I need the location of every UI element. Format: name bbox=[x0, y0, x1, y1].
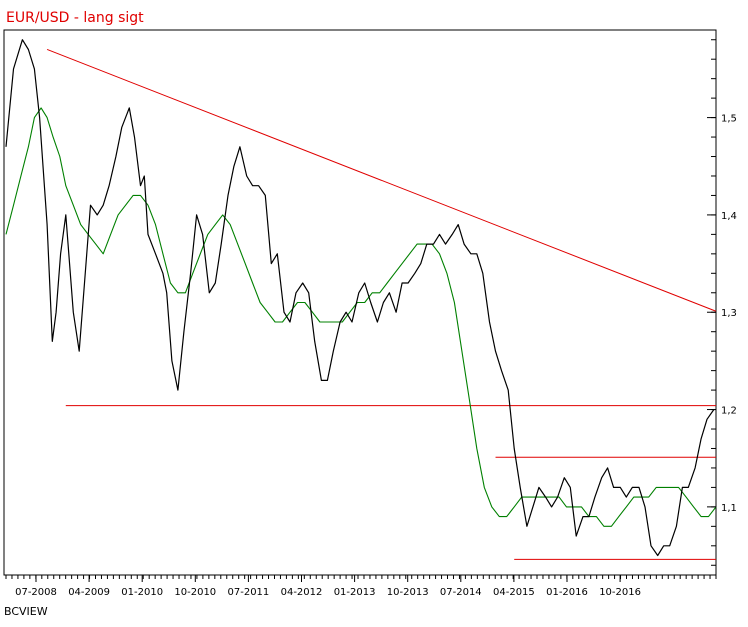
y-tick-label: 1,1 bbox=[721, 503, 737, 514]
x-tick-label: 04-2012 bbox=[281, 587, 323, 598]
price-layer bbox=[5, 39, 715, 557]
y-tick-label: 1,3 bbox=[721, 308, 737, 319]
y-tick-label: 1,4 bbox=[721, 211, 737, 222]
x-tick-label: 07-2011 bbox=[228, 587, 270, 598]
x-tick-label: 10-2016 bbox=[599, 587, 641, 598]
x-tick-label: 04-2015 bbox=[493, 587, 535, 598]
x-tick-label: 07-2008 bbox=[15, 587, 57, 598]
x-tick-label: 01-2010 bbox=[121, 587, 163, 598]
chart-title: EUR/USD - lang sigt bbox=[6, 10, 144, 26]
trendline-layer bbox=[46, 48, 717, 560]
x-tick-label: 04-2009 bbox=[68, 587, 110, 598]
x-tick-label: 07-2014 bbox=[440, 587, 482, 598]
price-series-line bbox=[5, 39, 715, 557]
x-tick-label: 10-2013 bbox=[387, 587, 429, 598]
y-tick-label: 1,5 bbox=[721, 114, 737, 125]
y-tick-label: 1,2 bbox=[721, 406, 737, 417]
x-tick-label: 01-2016 bbox=[546, 587, 588, 598]
moving-average-line bbox=[5, 107, 717, 527]
moving-average-layer bbox=[5, 107, 717, 527]
x-tick-label: 10-2010 bbox=[174, 587, 216, 598]
source-label: BCVIEW bbox=[4, 605, 48, 618]
x-tick-label: 01-2013 bbox=[334, 587, 376, 598]
axis-layer: 1,1 1,2 1,3 1,4 1,5 07-2008 04-2009 01-2010 10-2… bbox=[5, 39, 737, 598]
trendline-falling-resistance bbox=[46, 48, 717, 312]
